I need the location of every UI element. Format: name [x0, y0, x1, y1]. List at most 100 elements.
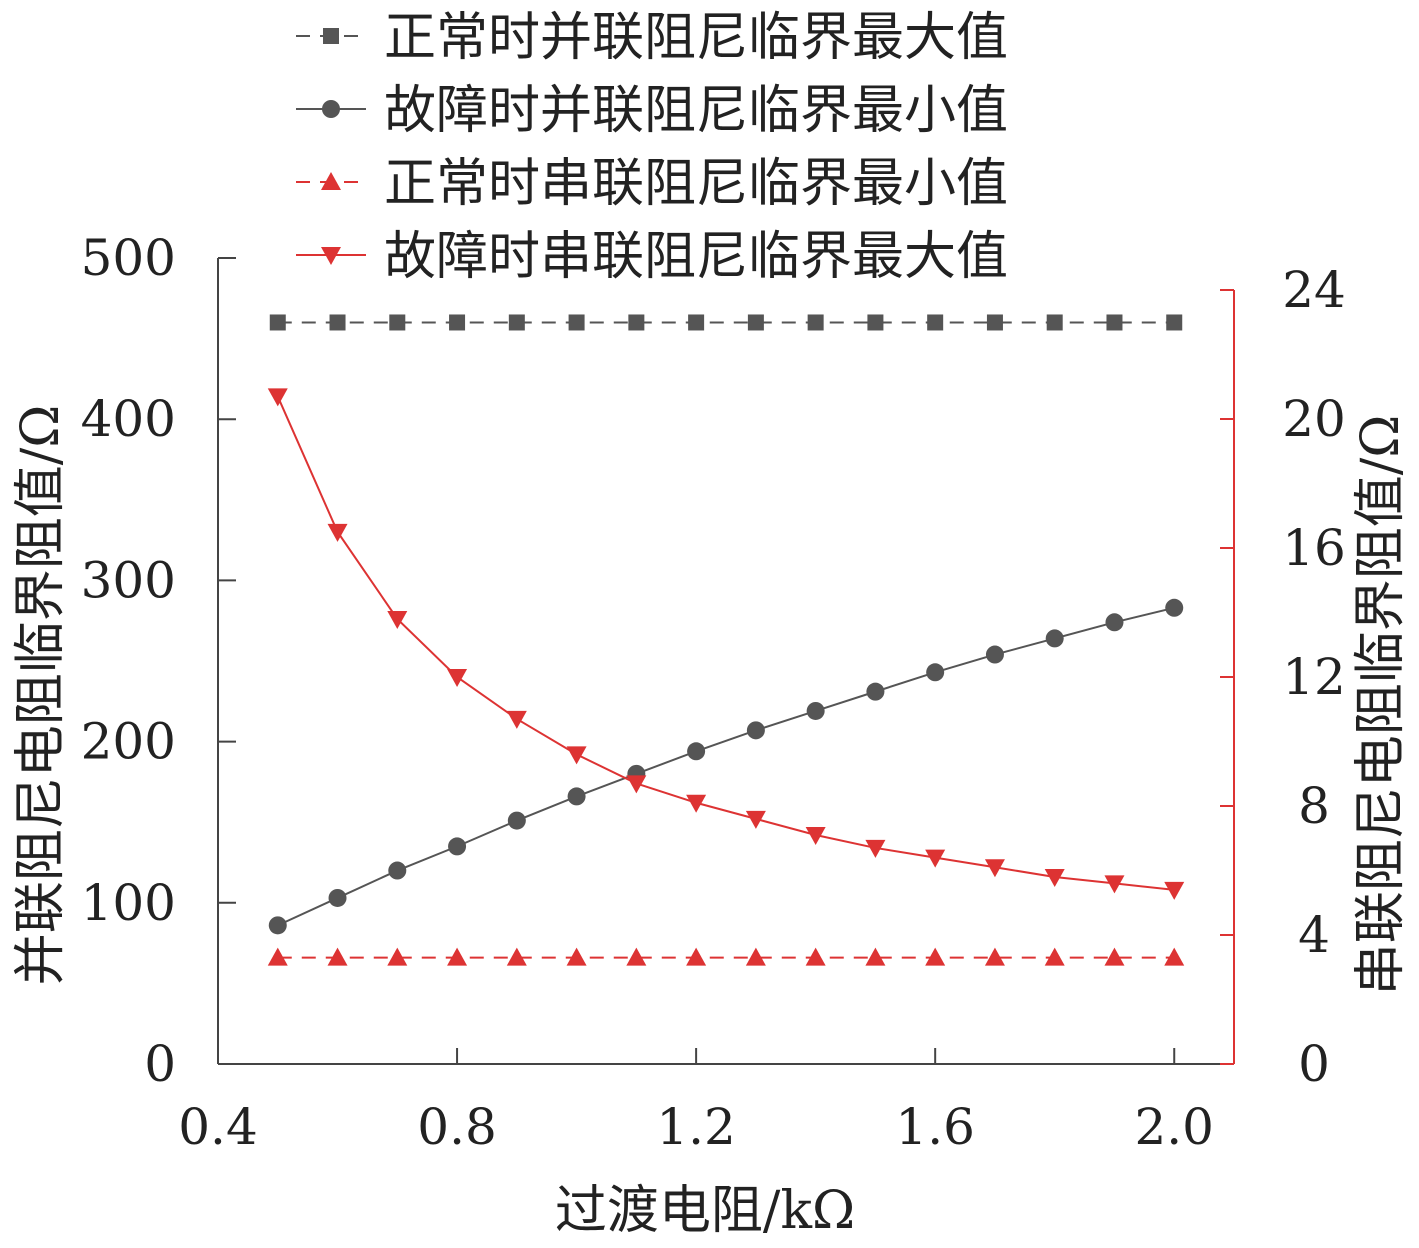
series-2-line: [277, 606, 1175, 927]
series-3: [267, 947, 1185, 966]
series-3-point: [1104, 947, 1125, 966]
x-tick-label: 0.8: [417, 1098, 497, 1156]
series-1-point: [329, 314, 346, 331]
series-3-point: [327, 947, 348, 966]
series-2-point: [746, 721, 765, 740]
x-tick-label: 2.0: [1134, 1098, 1214, 1156]
legend-item-2: 故障时并联阻尼临界最小值: [296, 81, 1008, 141]
left-y-tick-label: 0: [144, 1035, 176, 1093]
series-4-point: [1164, 881, 1185, 900]
legend-label: 正常时并联阻尼临界最大值: [384, 8, 1008, 68]
x-ticks: 0.4 0.8 1.2 1.6 2.0: [178, 1048, 1214, 1156]
series-3-point: [984, 947, 1005, 966]
series-1-point: [1046, 314, 1063, 331]
series-4-point: [984, 859, 1005, 878]
legend: 正常时并联阻尼临界最大值故障时并联阻尼临界最小值正常时串联阻尼临界最小值故障时串…: [296, 8, 1008, 287]
x-tick-label: 1.2: [656, 1098, 736, 1156]
right-y-tick-label: 8: [1298, 777, 1330, 835]
series-4-point: [387, 610, 408, 629]
series-3-point: [387, 947, 408, 966]
series-3-point: [566, 947, 587, 966]
series-1-point: [269, 314, 286, 331]
series-3-point: [686, 947, 707, 966]
left-y-axis-label: 并联阻尼电阻临界阻值/Ω: [11, 405, 71, 986]
series-3-point: [506, 947, 527, 966]
series-2-point: [1105, 613, 1124, 632]
right-y-axis-label: 串联阻尼电阻临界阻值/Ω: [1351, 415, 1411, 996]
series-4-point: [327, 523, 348, 542]
x-axis-label: 过渡电阻/kΩ: [555, 1181, 855, 1241]
series-1-point: [927, 314, 944, 331]
left-y-tick-label: 500: [81, 229, 176, 287]
series-2-point: [687, 742, 706, 761]
legend-marker: [323, 28, 339, 44]
legend-label: 故障时并联阻尼临界最小值: [384, 81, 1008, 141]
series-1-point: [568, 314, 585, 331]
left-y-tick-label: 300: [81, 551, 176, 609]
x-tick-label: 1.6: [895, 1098, 975, 1156]
series-1-point: [986, 314, 1003, 331]
left-y-tick-label: 400: [81, 390, 176, 448]
legend-item-1: 正常时并联阻尼临界最大值: [296, 8, 1008, 68]
plot-area: [267, 314, 1185, 966]
series-3-point: [447, 947, 468, 966]
series-4-point: [1044, 868, 1065, 887]
series-1-point: [807, 314, 824, 331]
series-4-point: [506, 710, 527, 729]
legend-item-4: 故障时串联阻尼临界最大值: [296, 227, 1008, 287]
right-y-tick-label: 0: [1298, 1035, 1330, 1093]
series-3-point: [267, 947, 288, 966]
left-y-tick-label: 100: [81, 874, 176, 932]
series-4-point: [686, 794, 707, 813]
series-1-point: [628, 314, 645, 331]
axes: 0 100 200 300 400 500 0 4 8 12 16 20 24 0.4 0.8 1.2 1.…: [81, 229, 1346, 1156]
series-4-point: [267, 388, 288, 407]
series-4-line: [276, 396, 1175, 891]
series-1-point: [508, 314, 525, 331]
legend-item-3: 正常时串联阻尼临界最小值: [296, 154, 1008, 214]
right-y-tick-label: 20: [1282, 390, 1346, 448]
series-1-point: [1166, 314, 1183, 331]
series-4-point: [447, 669, 468, 687]
series-4-point: [1104, 875, 1125, 894]
series-2-point: [507, 811, 526, 830]
series-4-point: [925, 849, 946, 868]
left-y-ticks: 0 100 200 300 400 500: [81, 229, 236, 1093]
series-2-point: [567, 787, 586, 806]
series-2: [268, 598, 1184, 935]
legend-marker: [321, 172, 341, 190]
series-4-point: [805, 827, 826, 846]
series-1-point: [867, 314, 884, 331]
series-3-point: [1044, 947, 1065, 966]
right-y-tick-label: 24: [1282, 261, 1346, 319]
series-2-point: [328, 888, 347, 907]
legend-label: 故障时串联阻尼临界最大值: [384, 227, 1008, 287]
series-3-point: [865, 947, 886, 966]
series-2-point: [1165, 598, 1184, 617]
legend-marker: [322, 100, 340, 118]
series-1-point: [389, 314, 406, 331]
legend-marker: [321, 247, 341, 265]
series-1-point: [688, 314, 705, 331]
series-1-point: [747, 314, 764, 331]
series-3-point: [1164, 947, 1185, 966]
series-2-point: [866, 682, 885, 701]
right-y-tick-label: 4: [1298, 906, 1330, 964]
series-3-point: [805, 947, 826, 966]
series-2-point: [926, 663, 945, 682]
series-4-point: [566, 746, 587, 765]
x-tick-label: 0.4: [178, 1098, 258, 1156]
series-1: [269, 314, 1183, 331]
series-2-point: [448, 837, 467, 856]
series-3-point: [745, 947, 766, 966]
series-3-point: [626, 947, 647, 966]
right-y-tick-label: 16: [1282, 519, 1346, 577]
legend-label: 正常时串联阻尼临界最小值: [384, 154, 1008, 214]
series-2-point: [268, 916, 287, 935]
series-4: [267, 388, 1185, 900]
series-3-point: [925, 947, 946, 966]
right-y-tick-label: 12: [1282, 648, 1346, 706]
series-4-point: [745, 810, 766, 829]
series-1-point: [449, 314, 466, 331]
